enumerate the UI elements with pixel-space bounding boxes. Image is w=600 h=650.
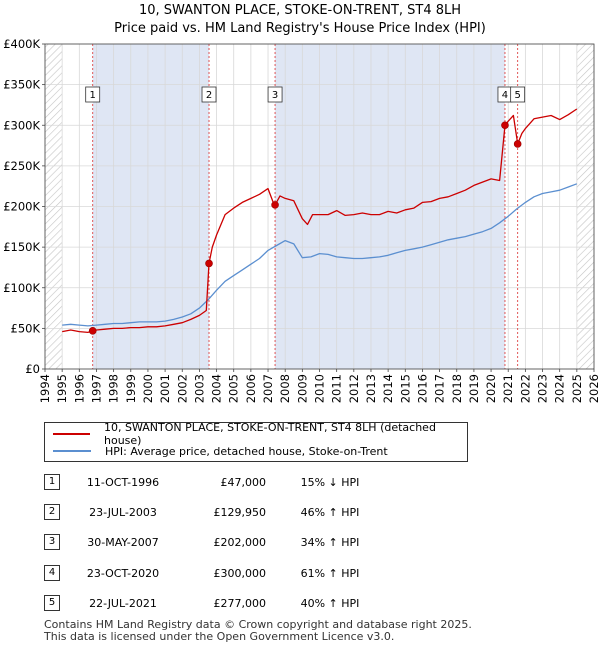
chart-legend: 10, SWANTON PLACE, STOKE-ON-TRENT, ST4 8… — [44, 421, 468, 462]
sale-hpi-diff: 61% ↑ HPI — [300, 567, 360, 580]
sale-date: 11-OCT-1996 — [86, 476, 160, 489]
sale-price: £277,000 — [213, 597, 267, 610]
x-tick-label: 2003 — [192, 374, 206, 403]
x-tick-label: 1995 — [55, 374, 69, 403]
y-tick-label: £100K — [3, 281, 40, 295]
sale-number-box — [267, 86, 283, 103]
sale-number-badge: 2 — [44, 504, 60, 520]
table-row: 5 22-JUL-2021 £277,000 40% ↑ HPI — [44, 595, 444, 613]
y-tick-label: £150K — [3, 240, 40, 254]
x-tick-label: 2010 — [313, 374, 327, 403]
sale-price: £129,950 — [213, 506, 267, 519]
hpi-line — [62, 183, 578, 327]
sale-point — [205, 259, 213, 268]
sale-number-badge: 4 — [44, 565, 60, 581]
sale-number-box — [201, 86, 217, 103]
x-tick-label: 1998 — [107, 374, 121, 403]
table-row: 3 30-MAY-2007 £202,000 34% ↑ HPI — [44, 534, 444, 552]
x-tick-label: 2006 — [244, 374, 258, 403]
sale-number-badge: 3 — [44, 534, 60, 550]
y-tick-label: £300K — [3, 118, 40, 132]
x-tick-label: 2015 — [398, 374, 412, 403]
sale-date: 23-OCT-2020 — [86, 567, 160, 580]
legend-swatch-property — [53, 433, 90, 435]
x-tick-label: 2004 — [210, 374, 224, 403]
sale-price: £202,000 — [213, 536, 267, 549]
sale-date: 22-JUL-2021 — [89, 597, 157, 610]
sale-number-box — [85, 86, 101, 103]
table-row: 2 23-JUL-2003 £129,950 46% ↑ HPI — [44, 504, 444, 522]
x-tick-label: 2024 — [553, 374, 567, 403]
sale-hpi-diff: 15% ↓ HPI — [300, 476, 360, 489]
table-row: 1 11-OCT-1996 £47,000 15% ↓ HPI — [44, 474, 444, 492]
legend-swatch-hpi — [53, 450, 91, 452]
legend-label-property: 10, SWANTON PLACE, STOKE-ON-TRENT, ST4 8… — [104, 421, 436, 447]
sale-date: 23-JUL-2003 — [89, 506, 157, 519]
x-tick-label: 2013 — [364, 374, 378, 403]
x-tick-label: 2001 — [158, 374, 172, 403]
chart-title-block: 10, SWANTON PLACE, STOKE-ON-TRENT, ST4 8… — [0, 2, 600, 38]
y-tick-label: £50K — [11, 321, 41, 335]
y-tick-label: £400K — [3, 37, 40, 51]
sale-number-label: 2 — [206, 90, 212, 101]
sale-hpi-diff: 40% ↑ HPI — [300, 597, 360, 610]
x-tick-label: 2025 — [570, 374, 584, 403]
sale-point — [88, 327, 97, 335]
x-tick-label: 2022 — [518, 374, 532, 403]
x-tick-label: 2012 — [347, 374, 361, 403]
x-tick-label: 1994 — [38, 374, 52, 403]
sale-hpi-diff: 34% ↑ HPI — [300, 536, 360, 549]
y-tick-label: £0 — [25, 362, 40, 376]
x-tick-label: 1999 — [124, 374, 138, 403]
x-tick-label: 2007 — [261, 374, 275, 403]
sale-point — [513, 140, 522, 148]
sale-price: £47,000 — [220, 476, 267, 489]
footer-line-1: Contains HM Land Registry data © Crown c… — [44, 618, 472, 631]
x-tick-label: 1997 — [89, 374, 103, 403]
x-tick-label: 2005 — [227, 374, 241, 403]
footer-line-2: This data is licensed under the Open Gov… — [44, 630, 395, 643]
x-tick-label: 2011 — [330, 374, 344, 403]
sale-number-box — [510, 86, 526, 103]
y-tick-label: £200K — [3, 200, 40, 214]
sale-price: £300,000 — [213, 567, 267, 580]
x-tick-label: 2019 — [467, 374, 481, 403]
property-price-line — [62, 108, 578, 334]
x-tick-label: 2000 — [141, 374, 155, 403]
x-tick-label: 2002 — [175, 374, 189, 403]
sale-date: 30-MAY-2007 — [87, 536, 159, 549]
legend-item-property: 10, SWANTON PLACE, STOKE-ON-TRENT, ST4 8… — [53, 421, 467, 447]
x-tick-label: 2020 — [484, 374, 498, 403]
x-tick-label: 2008 — [278, 374, 292, 403]
sale-point — [501, 121, 509, 130]
x-tick-label: 1996 — [72, 374, 86, 403]
sale-number-label: 3 — [272, 90, 278, 101]
y-tick-label: £250K — [3, 159, 40, 173]
table-row: 4 23-OCT-2020 £300,000 61% ↑ HPI — [44, 565, 444, 583]
legend-item-hpi: HPI: Average price, detached house, Stok… — [53, 443, 388, 459]
y-tick-label: £350K — [3, 78, 40, 92]
legend-label-hpi: HPI: Average price, detached house, Stok… — [105, 444, 388, 458]
x-tick-label: 2009 — [295, 374, 309, 403]
x-tick-label: 2026 — [587, 374, 600, 403]
x-tick-label: 2017 — [433, 374, 447, 403]
sale-point — [271, 201, 279, 209]
x-tick-label: 2014 — [381, 374, 395, 403]
attribution-footer: Contains HM Land Registry data © Crown c… — [44, 619, 472, 643]
chart-title: 10, SWANTON PLACE, STOKE-ON-TRENT, ST4 8… — [138, 3, 462, 18]
x-tick-label: 2016 — [415, 374, 429, 403]
x-tick-label: 2021 — [501, 374, 515, 403]
x-tick-label: 2023 — [536, 374, 550, 403]
sale-hpi-diff: 46% ↑ HPI — [300, 506, 360, 519]
sale-number-label: 4 — [502, 90, 508, 101]
sale-number-label: 1 — [90, 90, 96, 101]
sale-number-badge: 1 — [44, 474, 60, 490]
sale-number-badge: 5 — [44, 595, 60, 611]
sale-number-label: 5 — [514, 90, 520, 101]
x-tick-label: 2018 — [450, 374, 464, 403]
chart-subtitle: Price paid vs. HM Land Registry's House … — [114, 21, 486, 36]
